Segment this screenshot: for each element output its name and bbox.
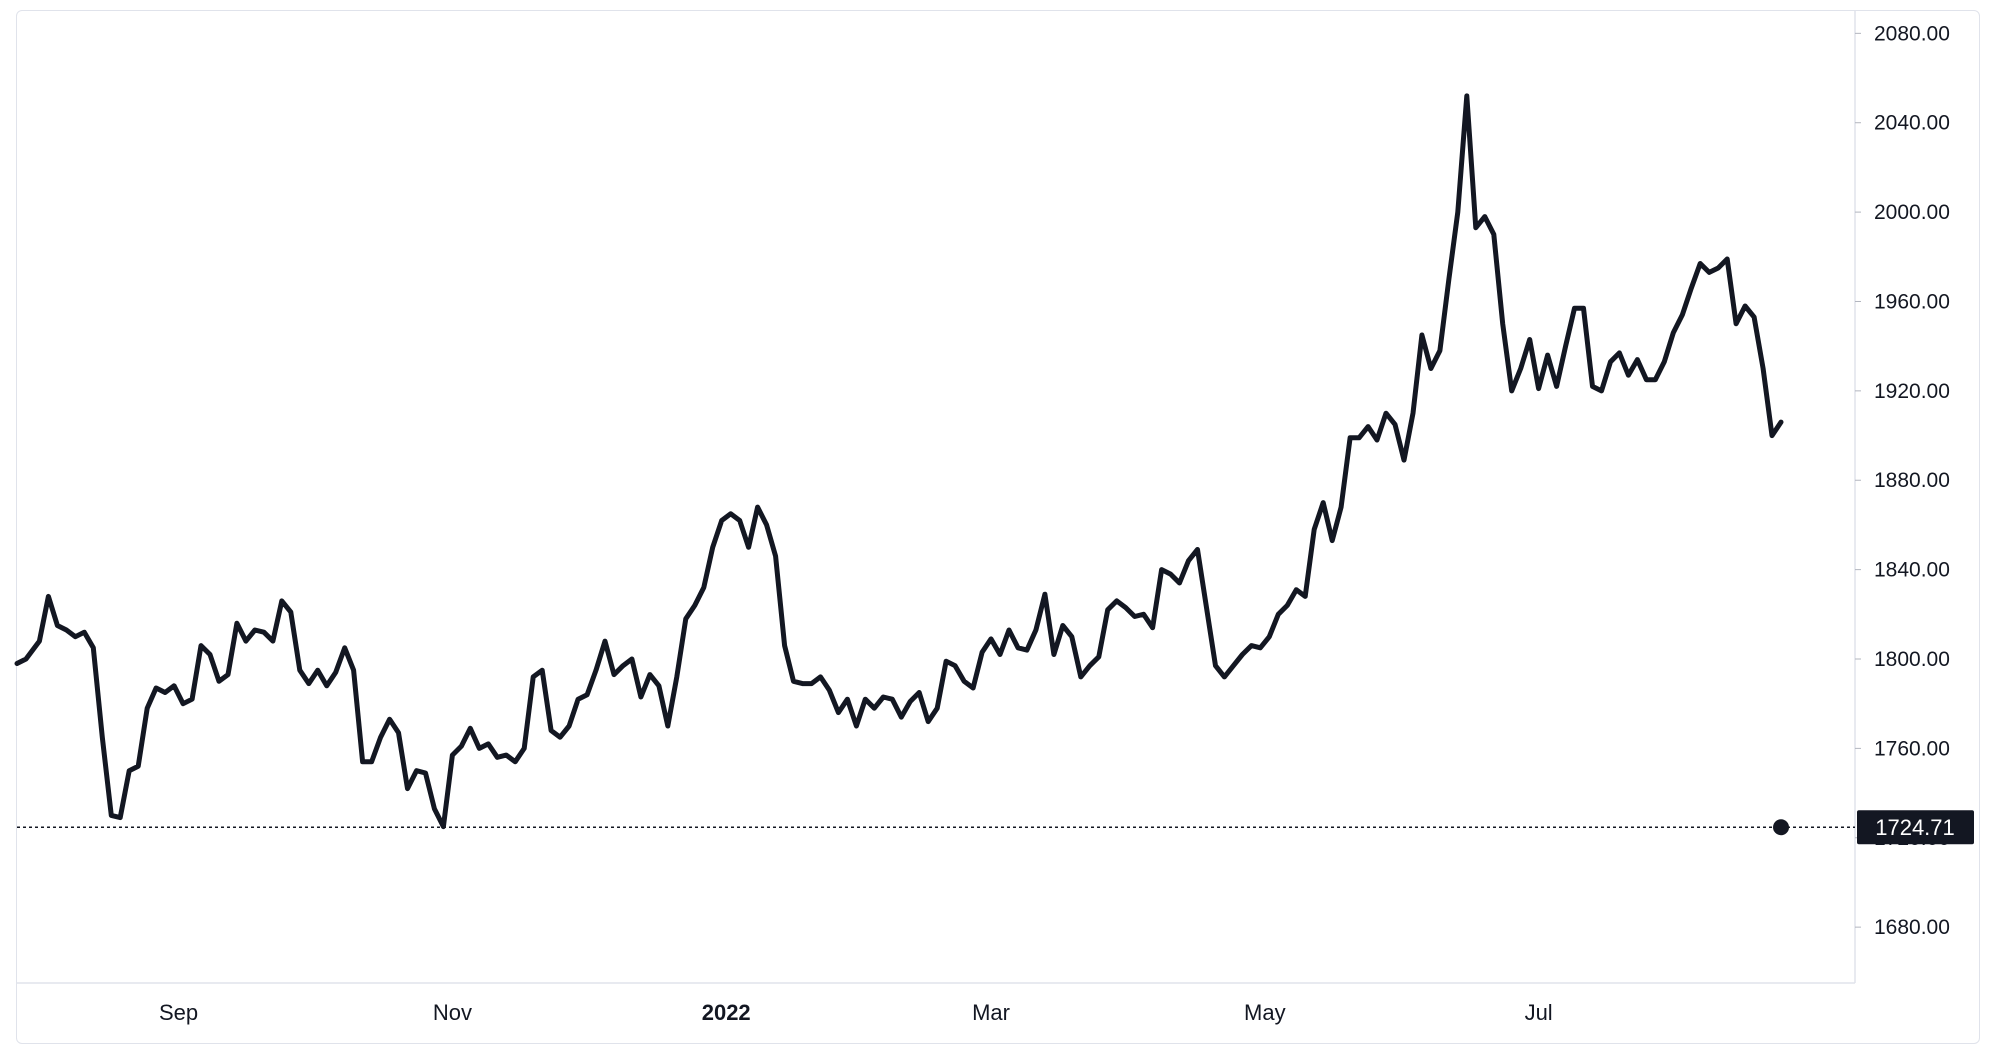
x-tick-label: 2022 xyxy=(702,1000,751,1025)
y-tick-label: 1960.00 xyxy=(1874,290,1950,313)
x-tick-label: Jul xyxy=(1525,1000,1553,1025)
x-tick-label: Sep xyxy=(159,1000,198,1025)
price-series-line xyxy=(14,93,1784,830)
last-price-badge: 1724.71 xyxy=(1857,810,1974,845)
chart-frame xyxy=(16,10,1980,1044)
y-tick-label: 1800.00 xyxy=(1874,648,1950,671)
last-price-label: 1724.71 xyxy=(1875,815,1955,840)
y-tick-label: 2080.00 xyxy=(1874,22,1950,45)
y-tick-label: 1880.00 xyxy=(1874,469,1950,492)
y-tick-label: 2000.00 xyxy=(1874,201,1950,224)
y-tick-label: 2040.00 xyxy=(1874,112,1950,135)
x-tick-label: May xyxy=(1244,1000,1286,1025)
x-tick-label: Nov xyxy=(433,1000,472,1025)
plot-area[interactable] xyxy=(17,11,1855,983)
y-tick-label: 1840.00 xyxy=(1874,559,1950,582)
time-axis[interactable]: Sep Nov 2022 Mar May Jul xyxy=(159,1000,1553,1025)
price-axis[interactable]: 1680.001720.001760.001800.001840.001880.… xyxy=(1855,22,1950,939)
last-price-marker xyxy=(1773,819,1790,836)
y-tick-label: 1920.00 xyxy=(1874,380,1950,403)
y-tick-label: 1760.00 xyxy=(1874,737,1950,760)
x-tick-label: Mar xyxy=(972,1000,1010,1025)
y-tick-label: 1680.00 xyxy=(1874,916,1950,939)
